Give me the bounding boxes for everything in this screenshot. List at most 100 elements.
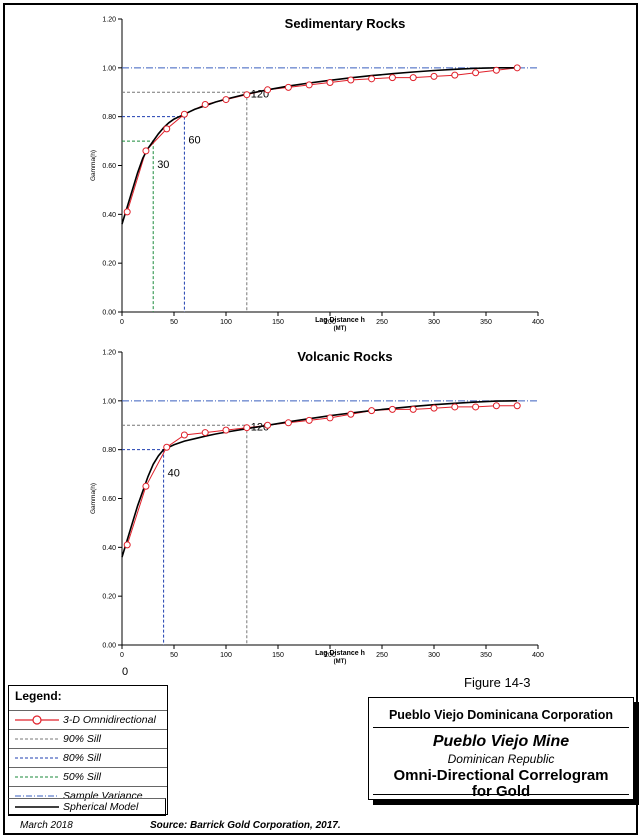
omni-point bbox=[163, 125, 171, 133]
x-tick-label: 250 bbox=[376, 652, 388, 659]
extra-zero-label: 0 bbox=[122, 666, 128, 678]
legend-label-sill80: 80% Sill bbox=[63, 752, 101, 764]
omni-point bbox=[123, 208, 131, 216]
y-axis-label: Gamma(h) bbox=[90, 150, 97, 181]
omni-point bbox=[388, 405, 396, 413]
y-tick-label: 0.20 bbox=[102, 261, 116, 268]
x-tick-label: 350 bbox=[480, 652, 492, 659]
omni-point bbox=[472, 69, 480, 77]
chart-sedimentary: Sedimentary Rocks 0.00 0.20 0.40 0.60 0.80 1.0… bbox=[90, 16, 544, 332]
omni-point bbox=[347, 76, 355, 84]
mine-name: Pueblo Viejo Mine bbox=[432, 733, 570, 750]
y-tick-label: 1.20 bbox=[102, 17, 116, 24]
y-tick-label: 0.20 bbox=[102, 594, 116, 601]
omni-point bbox=[180, 431, 188, 439]
x-tick-label: 150 bbox=[272, 319, 284, 326]
omni-point bbox=[305, 81, 313, 89]
sill-range-label: 60 bbox=[188, 135, 200, 147]
x-tick-label: 200 bbox=[324, 652, 336, 659]
y-tick-label: 0.60 bbox=[102, 163, 116, 170]
y-tick-label: 0.40 bbox=[102, 212, 116, 219]
title-block: Pueblo Viejo Dominicana Corporation Pueb… bbox=[368, 697, 634, 800]
y-tick-label: 1.00 bbox=[102, 65, 116, 72]
date-text: March 2018 bbox=[20, 820, 73, 831]
legend-label-sill50: 50% Sill bbox=[63, 771, 101, 783]
omni-series-line bbox=[126, 67, 518, 213]
omni-point bbox=[305, 416, 313, 424]
x-tick-label: 0 bbox=[120, 652, 124, 659]
x-axis-unit: (MT) bbox=[334, 659, 347, 665]
x-axis-unit: (MT) bbox=[334, 326, 347, 332]
legend-item-sill90: 90% Sill bbox=[9, 729, 167, 749]
spherical-model-line bbox=[121, 67, 518, 225]
y-tick-label: 0.40 bbox=[102, 545, 116, 552]
x-tick-label: 50 bbox=[170, 319, 178, 326]
legend-box: Legend: 3-D Omnidirectional 90% Sill 80%… bbox=[8, 685, 168, 815]
omni-point bbox=[284, 83, 292, 91]
legend-item-model: Spherical Model bbox=[8, 798, 166, 816]
republic-name: Dominican Republic bbox=[447, 752, 555, 766]
chart-title: Volcanic Rocks bbox=[297, 349, 392, 364]
report-title-line1: Omni-Directional Correlogram bbox=[393, 767, 609, 784]
x-tick-label: 350 bbox=[480, 319, 492, 326]
sill-range-label: 30 bbox=[157, 159, 169, 171]
omni-point bbox=[264, 421, 272, 429]
omni-point bbox=[123, 541, 131, 549]
omni-point bbox=[472, 403, 480, 411]
omni-point bbox=[326, 414, 334, 422]
y-axis-label: Gamma(h) bbox=[90, 483, 97, 514]
y-tick-label: 0.60 bbox=[102, 496, 116, 503]
chart-volcanic: Volcanic Rocks 0.00 0.20 0.40 0.60 0.80 1.00 1.… bbox=[90, 349, 544, 678]
omni-point bbox=[201, 100, 209, 108]
source-text: Source: Barrick Gold Corporation, 2017. bbox=[150, 820, 341, 831]
x-axis-label: Lag Distance h bbox=[315, 317, 365, 324]
x-tick-label: 100 bbox=[220, 652, 232, 659]
omni-point bbox=[430, 404, 438, 412]
omni-series-line bbox=[126, 405, 518, 546]
omni-point bbox=[513, 64, 521, 72]
omni-point bbox=[368, 75, 376, 83]
x-tick-label: 100 bbox=[220, 319, 232, 326]
omni-point bbox=[513, 402, 521, 410]
legend-item-sill80: 80% Sill bbox=[9, 748, 167, 768]
x-tick-label: 150 bbox=[272, 652, 284, 659]
y-tick-label: 0.00 bbox=[102, 310, 116, 317]
omni-point bbox=[222, 96, 230, 104]
x-tick-label: 300 bbox=[428, 319, 440, 326]
omni-point bbox=[492, 66, 500, 74]
x-tick-label: 0 bbox=[120, 319, 124, 326]
y-tick-label: 0.00 bbox=[102, 643, 116, 650]
x-tick-label: 200 bbox=[324, 319, 336, 326]
black-solid-line-icon bbox=[15, 806, 59, 808]
omni-point bbox=[492, 402, 500, 410]
omni-point bbox=[409, 405, 417, 413]
x-tick-label: 50 bbox=[170, 652, 178, 659]
legend-label-variance: Sample Variance bbox=[63, 790, 143, 802]
title-divider-bottom bbox=[373, 794, 629, 795]
omni-point bbox=[222, 426, 230, 434]
legend-item-sill50: 50% Sill bbox=[9, 767, 167, 787]
omni-point bbox=[264, 86, 272, 94]
omni-point bbox=[243, 424, 251, 432]
y-tick-label: 1.00 bbox=[102, 398, 116, 405]
red-circle-line-icon bbox=[15, 715, 59, 725]
x-tick-label: 400 bbox=[532, 319, 544, 326]
gray-dashed-line-icon bbox=[15, 738, 59, 740]
omni-point bbox=[180, 110, 188, 118]
y-tick-label: 0.80 bbox=[102, 114, 116, 121]
omni-point bbox=[243, 91, 251, 99]
legend-label-sill90: 90% Sill bbox=[63, 733, 101, 745]
omni-point bbox=[326, 78, 334, 86]
report-title-line2: for Gold bbox=[471, 783, 531, 800]
omni-point bbox=[451, 71, 459, 79]
omni-point bbox=[347, 410, 355, 418]
green-dashed-line-icon bbox=[15, 776, 59, 778]
figure-label: Figure 14-3 bbox=[464, 675, 531, 690]
legend-item-omni: 3-D Omnidirectional bbox=[9, 710, 167, 730]
spherical-model-line bbox=[121, 400, 518, 558]
y-tick-label: 0.80 bbox=[102, 447, 116, 454]
legend-label-model: Spherical Model bbox=[63, 801, 139, 813]
omni-point bbox=[451, 403, 459, 411]
omni-point bbox=[368, 407, 376, 415]
omni-point bbox=[430, 72, 438, 80]
